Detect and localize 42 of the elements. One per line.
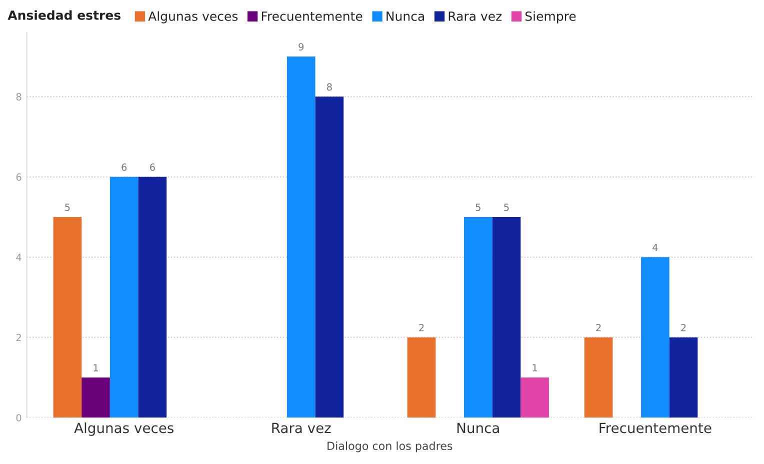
legend-label: Frecuentemente xyxy=(262,12,362,21)
bar xyxy=(82,377,110,418)
legend-label: Rara vez xyxy=(448,12,502,21)
x-tick-label: Nunca xyxy=(457,422,499,434)
y-tick-label: 2 xyxy=(16,334,21,342)
data-label: 5 xyxy=(504,204,509,211)
x-tick-label: Algunas veces xyxy=(74,422,174,436)
legend-label: Algunas veces xyxy=(148,11,238,24)
data-label: 1 xyxy=(532,364,537,372)
data-label: 1 xyxy=(94,364,98,372)
legend-label: Nunca xyxy=(386,12,424,21)
bar xyxy=(584,337,613,418)
data-label: 8 xyxy=(327,83,332,91)
bar xyxy=(407,337,436,418)
x-tick-label: Rara vez xyxy=(272,422,331,434)
y-tick-label: 0 xyxy=(16,414,22,422)
legend-title: Ansiedad estres xyxy=(8,10,120,20)
bar xyxy=(110,176,138,418)
data-label: 2 xyxy=(681,324,686,332)
y-tick-label: 6 xyxy=(16,173,22,181)
y-tick-label: 4 xyxy=(16,254,22,261)
data-label: 6 xyxy=(122,163,127,171)
data-label: 5 xyxy=(65,204,70,211)
bar xyxy=(669,337,698,418)
bar xyxy=(641,257,670,418)
data-label: 6 xyxy=(150,163,155,171)
x-tick-label: Frecuentemente xyxy=(600,422,712,434)
data-label: 2 xyxy=(596,324,601,332)
y-tick-label: 8 xyxy=(16,93,22,100)
data-label: 5 xyxy=(476,204,480,211)
data-label: 2 xyxy=(419,324,424,332)
bar xyxy=(464,217,492,418)
data-label: 4 xyxy=(652,244,658,251)
bar xyxy=(492,217,521,418)
bar xyxy=(315,96,344,418)
bar xyxy=(53,217,82,418)
data-label: 9 xyxy=(298,43,304,50)
x-axis-title: Dialogo con los padres xyxy=(328,441,452,452)
bar xyxy=(520,377,549,418)
bar xyxy=(138,176,167,418)
bar xyxy=(286,56,316,418)
legend-label: Siempre xyxy=(525,11,576,24)
